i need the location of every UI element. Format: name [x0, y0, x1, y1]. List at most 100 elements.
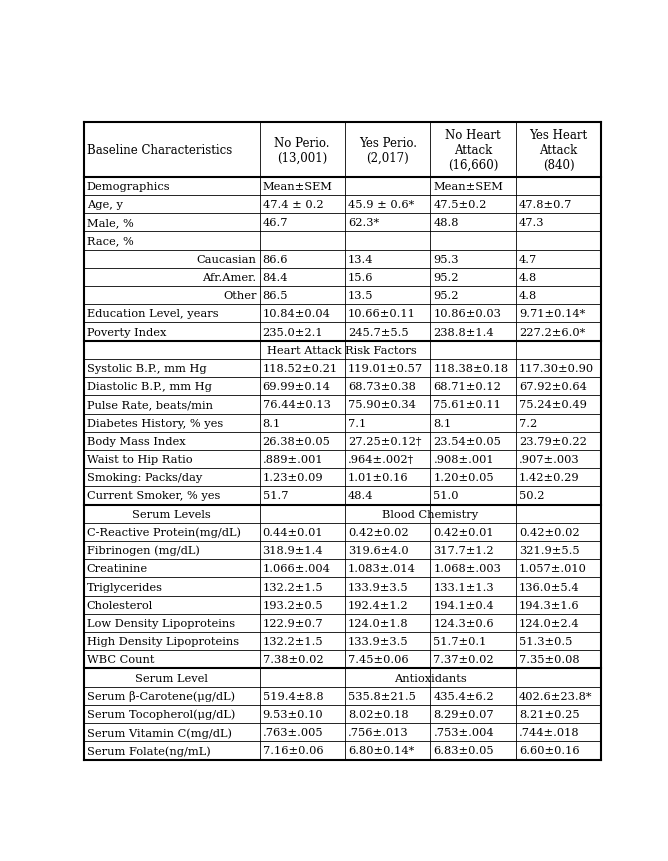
Text: 23.79±0.22: 23.79±0.22: [519, 437, 587, 446]
Text: Serum Levels: Serum Levels: [132, 509, 211, 519]
Text: Yes Heart
Attack
(840): Yes Heart Attack (840): [530, 129, 588, 172]
Text: 1.01±0.16: 1.01±0.16: [348, 473, 409, 483]
Text: 26.38±0.05: 26.38±0.05: [263, 437, 331, 446]
Text: 47.8±0.7: 47.8±0.7: [519, 200, 572, 210]
Text: Yes Perio.
(2,017): Yes Perio. (2,017): [359, 136, 417, 164]
Text: 0.42±0.01: 0.42±0.01: [434, 527, 494, 537]
Text: 317.7±1.2: 317.7±1.2: [434, 546, 494, 555]
Text: 1.20±0.05: 1.20±0.05: [434, 473, 494, 483]
Text: 69.99±0.14: 69.99±0.14: [263, 381, 331, 392]
Text: 47.5±0.2: 47.5±0.2: [434, 200, 487, 210]
Text: Low Density Lipoproteins: Low Density Lipoproteins: [87, 618, 234, 629]
Text: 0.42±0.02: 0.42±0.02: [519, 527, 580, 537]
Text: 194.1±0.4: 194.1±0.4: [434, 600, 494, 610]
Text: 7.45±0.06: 7.45±0.06: [348, 654, 409, 665]
Text: 9.53±0.10: 9.53±0.10: [263, 709, 323, 719]
Text: Serum Level: Serum Level: [135, 672, 208, 683]
Text: 86.5: 86.5: [263, 291, 288, 300]
Text: Mean±SEM: Mean±SEM: [434, 182, 504, 192]
Text: 7.37±0.02: 7.37±0.02: [434, 654, 494, 665]
Text: 245.7±5.5: 245.7±5.5: [348, 327, 409, 338]
Text: Blood Chemistry: Blood Chemistry: [382, 509, 478, 519]
Text: 84.4: 84.4: [263, 273, 288, 282]
Text: 117.30±0.90: 117.30±0.90: [519, 363, 594, 374]
Text: 51.3±0.5: 51.3±0.5: [519, 636, 572, 647]
Text: 535.8±21.5: 535.8±21.5: [348, 691, 416, 701]
Text: 95.3: 95.3: [434, 255, 459, 264]
Text: Baseline Characteristics: Baseline Characteristics: [87, 144, 232, 157]
Text: 9.71±0.14*: 9.71±0.14*: [519, 309, 585, 319]
Text: 1.083±.014: 1.083±.014: [348, 564, 416, 573]
Text: Serum Tocopherol(μg/dL): Serum Tocopherol(μg/dL): [87, 709, 235, 720]
Text: 122.9±0.7: 122.9±0.7: [263, 618, 323, 629]
Text: 227.2±6.0*: 227.2±6.0*: [519, 327, 585, 338]
Text: Poverty Index: Poverty Index: [87, 327, 166, 338]
Text: Male, %: Male, %: [87, 218, 134, 228]
Text: Fibrinogen (mg/dL): Fibrinogen (mg/dL): [87, 545, 200, 555]
Text: 45.9 ± 0.6*: 45.9 ± 0.6*: [348, 200, 414, 210]
Text: 519.4±8.8: 519.4±8.8: [263, 691, 323, 701]
Text: 51.7: 51.7: [263, 491, 288, 501]
Text: 321.9±5.5: 321.9±5.5: [519, 546, 580, 555]
Text: .753±.004: .753±.004: [434, 728, 494, 737]
Text: 133.9±3.5: 133.9±3.5: [348, 636, 409, 647]
Text: Systolic B.P., mm Hg: Systolic B.P., mm Hg: [87, 363, 206, 374]
Text: No Perio.
(13,001): No Perio. (13,001): [275, 136, 330, 164]
Text: 68.73±0.38: 68.73±0.38: [348, 381, 416, 392]
Text: 8.1: 8.1: [434, 418, 452, 428]
Text: 4.7: 4.7: [519, 255, 537, 264]
Text: Antioxidants: Antioxidants: [394, 672, 467, 683]
Text: Heart Attack Risk Factors: Heart Attack Risk Factors: [267, 345, 418, 356]
Text: 27.25±0.12†: 27.25±0.12†: [348, 437, 422, 446]
Text: 10.86±0.03: 10.86±0.03: [434, 309, 502, 319]
Text: Diastolic B.P., mm Hg: Diastolic B.P., mm Hg: [87, 381, 212, 392]
Text: 193.2±0.5: 193.2±0.5: [263, 600, 323, 610]
Text: 133.9±3.5: 133.9±3.5: [348, 582, 409, 592]
Text: 6.80±0.14*: 6.80±0.14*: [348, 746, 414, 756]
Text: 8.02±0.18: 8.02±0.18: [348, 709, 409, 719]
Text: 75.90±0.34: 75.90±0.34: [348, 400, 416, 410]
Text: .908±.001: .908±.001: [434, 455, 494, 465]
Text: Triglycerides: Triglycerides: [87, 582, 162, 592]
Text: Demographics: Demographics: [87, 182, 170, 192]
Text: 47.3: 47.3: [519, 218, 544, 228]
Text: 7.16±0.06: 7.16±0.06: [263, 746, 323, 756]
Text: 8.1: 8.1: [263, 418, 281, 428]
Text: 13.4: 13.4: [348, 255, 373, 264]
Text: 7.35±0.08: 7.35±0.08: [519, 654, 580, 665]
Text: 402.6±23.8*: 402.6±23.8*: [519, 691, 593, 701]
Text: 48.4: 48.4: [348, 491, 373, 501]
Text: 235.0±2.1: 235.0±2.1: [263, 327, 323, 338]
Text: 76.44±0.13: 76.44±0.13: [263, 400, 331, 410]
Text: Mean±SEM: Mean±SEM: [263, 182, 333, 192]
Text: 4.8: 4.8: [519, 291, 537, 300]
Text: 6.60±0.16: 6.60±0.16: [519, 746, 580, 756]
Text: 50.2: 50.2: [519, 491, 544, 501]
Text: 95.2: 95.2: [434, 273, 459, 282]
Text: 192.4±1.2: 192.4±1.2: [348, 600, 409, 610]
Text: 0.44±0.01: 0.44±0.01: [263, 527, 323, 537]
Text: Age, y: Age, y: [87, 200, 122, 210]
Text: 4.8: 4.8: [519, 273, 537, 282]
Text: 118.52±0.21: 118.52±0.21: [263, 363, 338, 374]
Text: 7.1: 7.1: [348, 418, 366, 428]
Text: 133.1±1.3: 133.1±1.3: [434, 582, 494, 592]
Text: 318.9±1.4: 318.9±1.4: [263, 546, 323, 555]
Text: Pulse Rate, beats/min: Pulse Rate, beats/min: [87, 400, 212, 410]
Text: 124.0±2.4: 124.0±2.4: [519, 618, 580, 629]
Text: Creatinine: Creatinine: [87, 564, 148, 573]
Text: 68.71±0.12: 68.71±0.12: [434, 381, 502, 392]
Text: 95.2: 95.2: [434, 291, 459, 300]
Text: .889±.001: .889±.001: [263, 455, 323, 465]
Text: 119.01±0.57: 119.01±0.57: [348, 363, 423, 374]
Text: Smoking: Packs/day: Smoking: Packs/day: [87, 473, 202, 483]
Text: Afr.Amer.: Afr.Amer.: [202, 273, 257, 282]
Text: 10.66±0.11: 10.66±0.11: [348, 309, 416, 319]
Text: 124.0±1.8: 124.0±1.8: [348, 618, 409, 629]
Text: Waist to Hip Ratio: Waist to Hip Ratio: [87, 455, 192, 465]
Text: 8.21±0.25: 8.21±0.25: [519, 709, 580, 719]
Text: .964±.002†: .964±.002†: [348, 455, 414, 465]
Text: 15.6: 15.6: [348, 273, 373, 282]
Text: 194.3±1.6: 194.3±1.6: [519, 600, 580, 610]
Text: 51.0: 51.0: [434, 491, 459, 501]
